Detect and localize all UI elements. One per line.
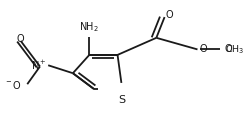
Text: NH$_2$: NH$_2$ (79, 20, 99, 34)
Text: O: O (200, 44, 207, 54)
Text: O: O (225, 44, 232, 54)
Text: O: O (16, 34, 24, 44)
Text: O: O (166, 10, 173, 20)
Text: S: S (119, 95, 126, 105)
Text: N$^+$: N$^+$ (31, 59, 46, 72)
Text: $^-$O: $^-$O (4, 79, 22, 91)
Text: CH$_3$: CH$_3$ (225, 43, 244, 56)
